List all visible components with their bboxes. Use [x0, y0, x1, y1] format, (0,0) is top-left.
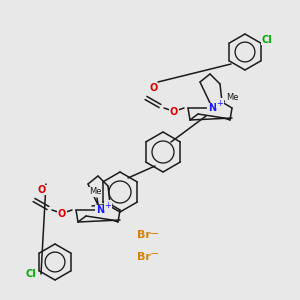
- Text: Me: Me: [89, 188, 101, 196]
- Text: Br: Br: [136, 230, 150, 241]
- Text: Cl: Cl: [262, 35, 272, 45]
- Text: O: O: [170, 107, 178, 117]
- Text: +: +: [105, 200, 111, 209]
- Text: Br: Br: [136, 251, 150, 262]
- Text: −: −: [150, 250, 159, 260]
- Text: O: O: [58, 209, 66, 219]
- Text: O: O: [38, 185, 46, 195]
- Text: Cl: Cl: [26, 269, 36, 279]
- Text: +: +: [217, 98, 224, 107]
- Text: −: −: [150, 229, 159, 238]
- Text: N: N: [208, 103, 216, 113]
- Text: O: O: [150, 83, 158, 93]
- Text: Me: Me: [226, 94, 238, 103]
- Text: N: N: [96, 205, 104, 215]
